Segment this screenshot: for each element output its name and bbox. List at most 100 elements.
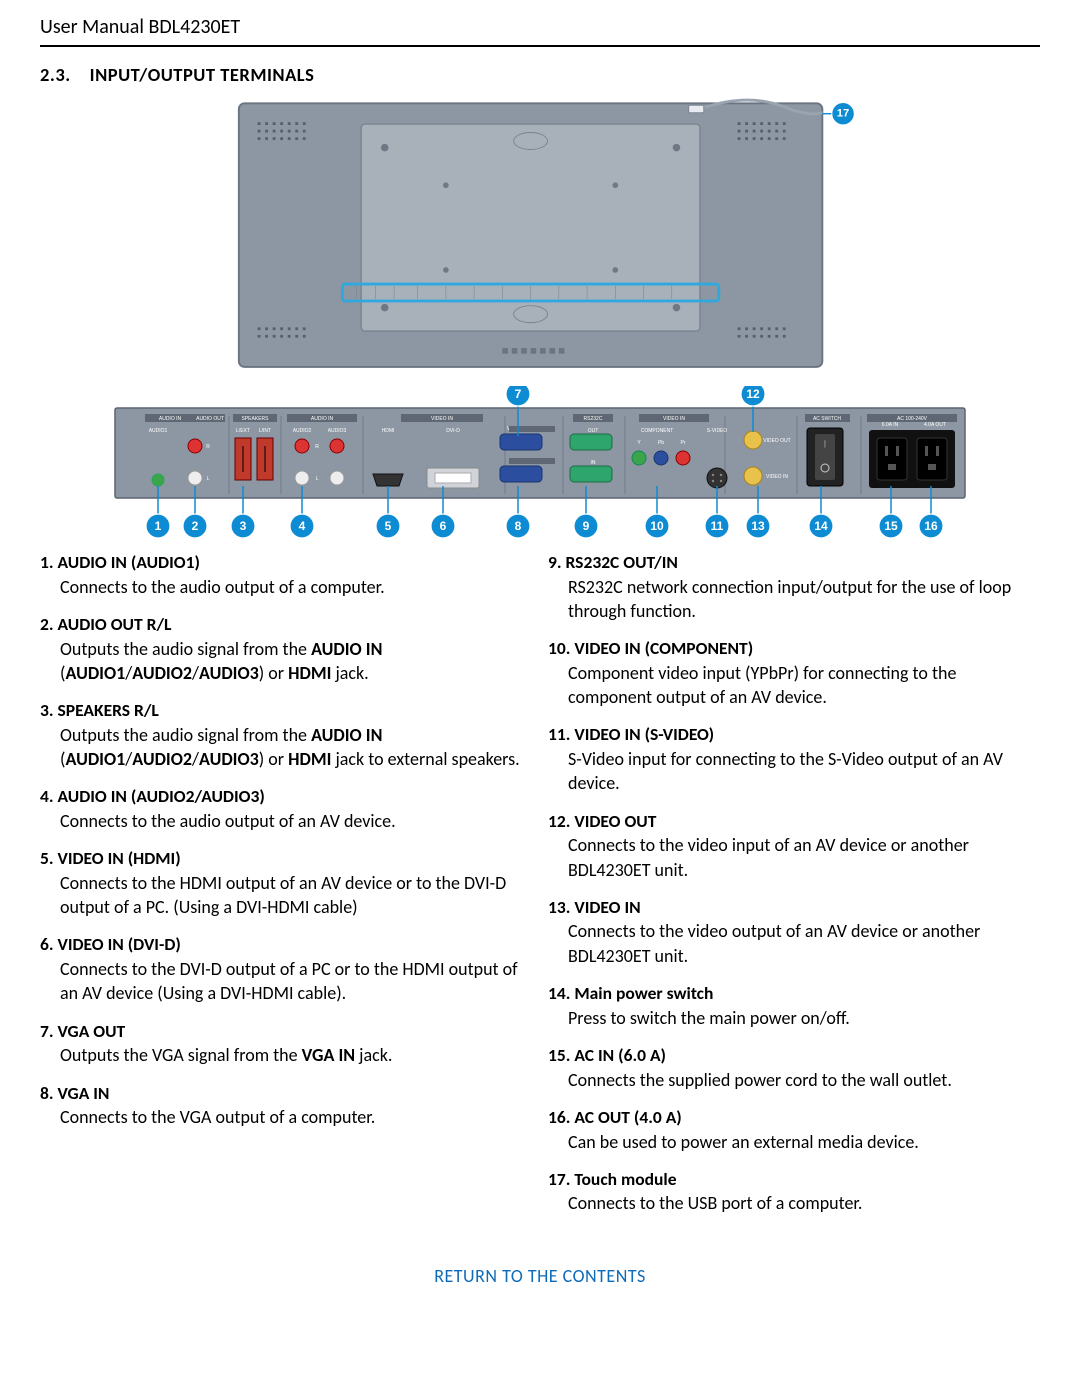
terminal-item: 10. VIDEO IN (COMPONENT)Component video … <box>548 637 1040 709</box>
badge-6-label: 6 <box>440 519 447 533</box>
svg-text:AC SWITCH: AC SWITCH <box>813 416 841 422</box>
svg-text:VIDEO IN: VIDEO IN <box>766 474 788 480</box>
terminal-item: 6. VIDEO IN (DVI-D)Connects to the DVI-D… <box>40 933 532 1005</box>
badge-13-label: 13 <box>751 519 765 533</box>
terminal-item-title: 12. VIDEO OUT <box>548 810 1040 834</box>
badge-5-label: 5 <box>385 519 392 533</box>
terminal-item-desc: RS232C network connection input/output f… <box>568 575 1040 624</box>
terminal-item-title: 9. RS232C OUT/IN <box>548 551 1040 575</box>
svg-text:Pr: Pr <box>681 440 686 446</box>
badge-11-label: 11 <box>711 519 724 533</box>
terminal-item-desc: Connects to the audio output of a comput… <box>60 575 532 599</box>
terminal-item-title: 4. AUDIO IN (AUDIO2/AUDIO3) <box>40 785 532 809</box>
terminal-item-title: 2. AUDIO OUT R/L <box>40 613 532 637</box>
svg-text:IN: IN <box>591 460 596 466</box>
terminal-item: 3. SPEAKERS R/LOutputs the audio signal … <box>40 699 532 771</box>
terminal-item: 2. AUDIO OUT R/LOutputs the audio signal… <box>40 613 532 685</box>
svg-text:RS232C: RS232C <box>584 416 603 422</box>
svg-text:DVI-D: DVI-D <box>446 428 460 434</box>
terminal-item-desc: Outputs the audio signal from the AUDIO … <box>60 637 532 686</box>
terminal-item-desc: S-Video input for connecting to the S-Vi… <box>568 747 1040 796</box>
badge-12-label: 12 <box>746 387 760 401</box>
terminal-item-title: 13. VIDEO IN <box>548 896 1040 920</box>
terminal-item: 13. VIDEO INConnects to the video output… <box>548 896 1040 968</box>
badge-1-label: 1 <box>155 519 162 533</box>
terminal-item: 9. RS232C OUT/INRS232C network connectio… <box>548 551 1040 623</box>
terminal-item-desc: Outputs the audio signal from the AUDIO … <box>60 723 532 772</box>
terminal-item: 11. VIDEO IN (S-VIDEO)S-Video input for … <box>548 723 1040 795</box>
badge-10-label: 10 <box>650 519 664 533</box>
terminal-item: 7. VGA OUTOutputs the VGA signal from th… <box>40 1020 532 1068</box>
terminal-item: 17. Touch moduleConnects to the USB port… <box>548 1168 1040 1216</box>
svg-text:L: L <box>207 476 210 482</box>
page-header: User Manual BDL4230ET <box>40 0 1040 47</box>
terminal-item: 5. VIDEO IN (HDMI)Connects to the HDMI o… <box>40 847 532 919</box>
svg-text:HDMI: HDMI <box>382 428 395 434</box>
terminal-item-desc: Connects to the video input of an AV dev… <box>568 833 1040 882</box>
badge-3-label: 3 <box>240 519 247 533</box>
terminal-item: 14. Main power switchPress to switch the… <box>548 982 1040 1030</box>
terminal-item-title: 17. Touch module <box>548 1168 1040 1192</box>
terminal-item-title: 3. SPEAKERS R/L <box>40 699 532 723</box>
terminal-item-desc: Can be used to power an external media d… <box>568 1130 1040 1154</box>
return-to-contents-link[interactable]: RETURN TO THE CONTENTS <box>40 1264 1040 1288</box>
terminal-item-desc: Connects to the audio output of an AV de… <box>60 809 532 833</box>
badge-16-label: 16 <box>924 519 938 533</box>
terminal-item-title: 16. AC OUT (4.0 A) <box>548 1106 1040 1130</box>
io-panel-diagram: AUDIO IN AUDIO OUT SPEAKERS AUDIO IN VID… <box>40 386 1040 541</box>
svg-text:R: R <box>206 444 210 450</box>
svg-text:R: R <box>315 444 319 450</box>
svg-text:Pb: Pb <box>658 440 664 446</box>
svg-text:AUDIO3: AUDIO3 <box>328 428 347 434</box>
badge-9-label: 9 <box>583 519 590 533</box>
badge-14-label: 14 <box>814 519 828 533</box>
section-title: 2.3. INPUT/OUTPUT TERMINALS <box>40 63 1040 88</box>
terminal-item-title: 10. VIDEO IN (COMPONENT) <box>548 637 1040 661</box>
terminal-descriptions: 1. AUDIO IN (AUDIO1)Connects to the audi… <box>40 551 1040 1230</box>
terminal-item-desc: Connects the supplied power cord to the … <box>568 1068 1040 1092</box>
back-diagram: 17 <box>40 92 1040 382</box>
svg-text:AUDIO IN: AUDIO IN <box>311 416 334 422</box>
terminal-item-desc: Connects to the DVI-D output of a PC or … <box>60 957 532 1006</box>
svg-text:AUDIO1: AUDIO1 <box>149 428 168 434</box>
terminal-item-title: 14. Main power switch <box>548 982 1040 1006</box>
svg-text:S-VIDEO: S-VIDEO <box>707 428 728 434</box>
column-right: 9. RS232C OUT/INRS232C network connectio… <box>548 551 1040 1230</box>
terminal-item-desc: Press to switch the main power on/off. <box>568 1006 1040 1030</box>
svg-text:4.0A OUT: 4.0A OUT <box>924 422 946 428</box>
badge-17-label: 17 <box>837 108 850 120</box>
svg-text:VIDEO IN: VIDEO IN <box>663 416 685 422</box>
svg-text:VIDEO OUT: VIDEO OUT <box>763 438 791 444</box>
svg-text:SPEAKERS: SPEAKERS <box>242 416 270 422</box>
terminal-item-desc: Connects to the video output of an AV de… <box>568 919 1040 968</box>
terminal-item-title: 11. VIDEO IN (S-VIDEO) <box>548 723 1040 747</box>
badge-8-label: 8 <box>515 519 522 533</box>
badge-7-label: 7 <box>515 387 522 401</box>
svg-text:VIDEO IN: VIDEO IN <box>431 416 453 422</box>
terminal-item-title: 5. VIDEO IN (HDMI) <box>40 847 532 871</box>
svg-text:L: L <box>316 476 319 482</box>
badge-2-label: 2 <box>192 519 199 533</box>
terminal-item-title: 1. AUDIO IN (AUDIO1) <box>40 551 532 575</box>
terminal-item: 4. AUDIO IN (AUDIO2/AUDIO3)Connects to t… <box>40 785 532 833</box>
svg-text:OUT: OUT <box>588 428 599 434</box>
terminal-item-desc: Component video input (YPbPr) for connec… <box>568 661 1040 710</box>
terminal-item-desc: Connects to the HDMI output of an AV dev… <box>60 871 532 920</box>
terminal-item-title: 8. VGA IN <box>40 1082 532 1106</box>
terminal-item-title: 15. AC IN (6.0 A) <box>548 1044 1040 1068</box>
terminal-item-title: 7. VGA OUT <box>40 1020 532 1044</box>
terminal-item: 8. VGA INConnects to the VGA output of a… <box>40 1082 532 1130</box>
terminal-item-desc: Connects to the VGA output of a computer… <box>60 1105 532 1129</box>
svg-text:AUDIO IN: AUDIO IN <box>159 416 182 422</box>
terminal-item-desc: Outputs the VGA signal from the VGA IN j… <box>60 1043 532 1067</box>
badge-4-label: 4 <box>299 519 306 533</box>
terminal-item: 1. AUDIO IN (AUDIO1)Connects to the audi… <box>40 551 532 599</box>
svg-text:AUDIO OUT: AUDIO OUT <box>196 416 224 422</box>
column-left: 1. AUDIO IN (AUDIO1)Connects to the audi… <box>40 551 532 1230</box>
svg-text:COMPONENT: COMPONENT <box>641 428 674 434</box>
terminal-item: 15. AC IN (6.0 A)Connects the supplied p… <box>548 1044 1040 1092</box>
svg-text:|: | <box>823 439 827 449</box>
svg-text:AUDIO2: AUDIO2 <box>293 428 312 434</box>
terminal-item-desc: Connects to the USB port of a computer. <box>568 1191 1040 1215</box>
svg-text:L/EXT: L/EXT <box>236 428 250 434</box>
